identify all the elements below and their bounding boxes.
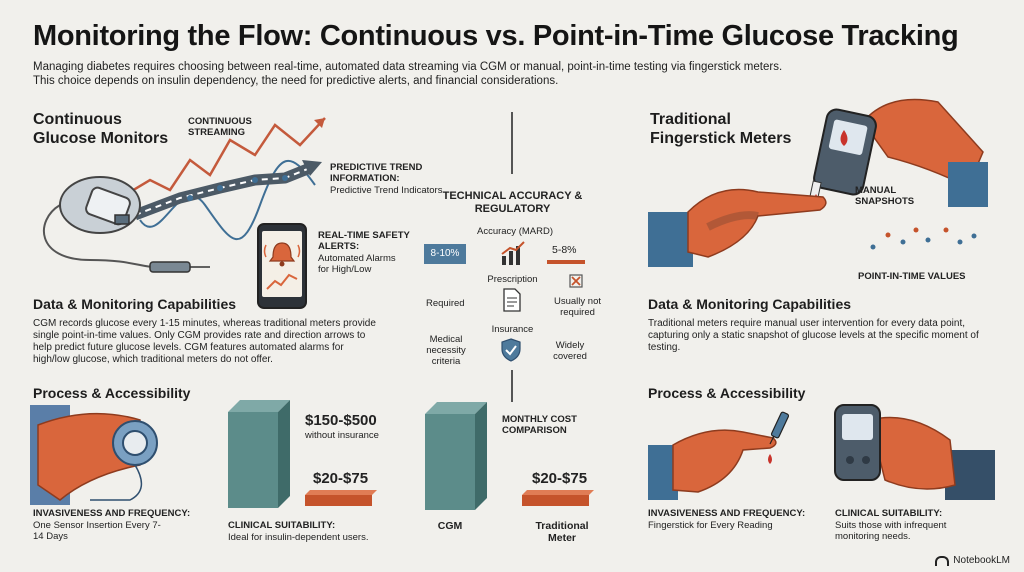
- cgm-suitability-title: CLINICAL SUITABILITY:: [228, 520, 336, 531]
- cgm-mard-badge: 8-10%: [424, 244, 466, 264]
- cgm-capabilities-heading: Data & Monitoring Capabilities: [33, 296, 237, 312]
- bell-icon: [263, 242, 301, 267]
- cgm-cost-high: $150-$500: [305, 412, 377, 429]
- safety-alerts-title: REAL-TIME SAFETY ALERTS:: [318, 230, 410, 252]
- predictive-trend-text: Predictive Trend Indicators: [330, 185, 443, 196]
- meter-heading: Traditional Fingerstick Meters: [650, 111, 792, 147]
- meter-cost-bar-cgm: [425, 402, 487, 510]
- brand-label: NotebookLM: [953, 555, 1010, 566]
- prescription-label: Prescription: [487, 274, 538, 285]
- cgm-invasiveness-title: INVASIVENESS AND FREQUENCY:: [33, 508, 191, 519]
- meter-cost-slab: [522, 490, 594, 506]
- cgm-cost-low: $20-$75: [313, 470, 369, 487]
- page-title: Monitoring the Flow: Continuous vs. Poin…: [33, 20, 959, 52]
- cgm-invasiveness-text: One Sensor Insertion Every 7-14 Days: [33, 520, 161, 542]
- cgm-cost-high-note: without insurance: [305, 430, 379, 441]
- center-divider-top: [511, 112, 513, 174]
- syringe-icon: [769, 411, 790, 445]
- meter-mard-bar: [547, 260, 585, 264]
- meter-mard-value: 5-8%: [552, 244, 577, 256]
- trend-chart-icon: [501, 241, 525, 265]
- cgm-suitability-text: Ideal for insulin-dependent users.: [228, 532, 369, 543]
- notebooklm-icon: [935, 555, 950, 566]
- finger-lancet-illustration: [648, 411, 790, 500]
- meter-process-heading: Process & Accessibility: [648, 385, 806, 401]
- meter-capabilities-text: Traditional meters require manual user i…: [648, 318, 979, 353]
- cgm-stream-illustration: [42, 117, 326, 273]
- monthly-cost-label: MONTHLY COST COMPARISON: [502, 414, 577, 436]
- smartphone-alert-icon: [257, 223, 307, 309]
- notebooklm-logo: NotebookLM: [935, 555, 1010, 566]
- meter-capabilities-heading: Data & Monitoring Capabilities: [648, 296, 852, 312]
- manual-snapshots-label: MANUAL SNAPSHOTS: [855, 185, 915, 207]
- glucose-meter-icon: [808, 108, 877, 201]
- insurance-label: Insurance: [491, 324, 534, 335]
- shield-check-icon: [501, 338, 521, 362]
- meter-invasiveness-text: Fingerstick for Every Reading: [648, 520, 773, 531]
- arm-sensor-illustration: [30, 405, 158, 505]
- cgm-heading: Continuous Glucose Monitors: [33, 111, 169, 147]
- cgm-sensor-icon: [59, 176, 141, 234]
- meter-cost-value: $20-$75: [532, 470, 588, 487]
- meter-suitability-title: CLINICAL SUITABILITY:: [835, 508, 943, 519]
- prescription-meter: Usually not required: [554, 296, 601, 318]
- cgm-cost-bar: [228, 400, 290, 508]
- center-divider-bottom: [511, 370, 513, 402]
- document-icon: [503, 288, 521, 312]
- bar-label-meter: Traditional Meter: [535, 520, 589, 544]
- accuracy-label: Accuracy (MARD): [476, 226, 553, 237]
- safety-alerts-text: Automated Alarms for High/Low: [318, 253, 396, 275]
- center-heading: TECHNICAL ACCURACY & REGULATORY: [442, 190, 583, 215]
- insurance-meter: Widely covered: [553, 340, 587, 362]
- cgm-low-cost-slab: [305, 490, 377, 506]
- cgm-process-heading: Process & Accessibility: [33, 385, 191, 401]
- bar-label-cgm: CGM: [437, 520, 463, 532]
- x-box-icon: [569, 274, 583, 288]
- continuous-streaming-label: CONTINUOUS STREAMING: [188, 116, 252, 138]
- page-subtitle: Managing diabetes requires choosing betw…: [33, 61, 783, 87]
- fingerstick-illustration: [648, 98, 988, 267]
- meter-invasiveness-title: INVASIVENESS AND FREQUENCY:: [648, 508, 806, 519]
- point-values-label: POINT-IN-TIME VALUES: [858, 271, 966, 282]
- meter-suitability-text: Suits those with infrequent monitoring n…: [835, 520, 947, 542]
- cgm-capabilities-text: CGM records glucose every 1-15 minutes, …: [33, 318, 376, 365]
- hand-meter-illustration: [834, 404, 995, 500]
- predictive-trend-title: PREDICTIVE TREND INFORMATION:: [330, 162, 423, 184]
- prescription-cgm: Required: [426, 298, 465, 309]
- insurance-cgm: Medical necessity criteria: [426, 334, 466, 367]
